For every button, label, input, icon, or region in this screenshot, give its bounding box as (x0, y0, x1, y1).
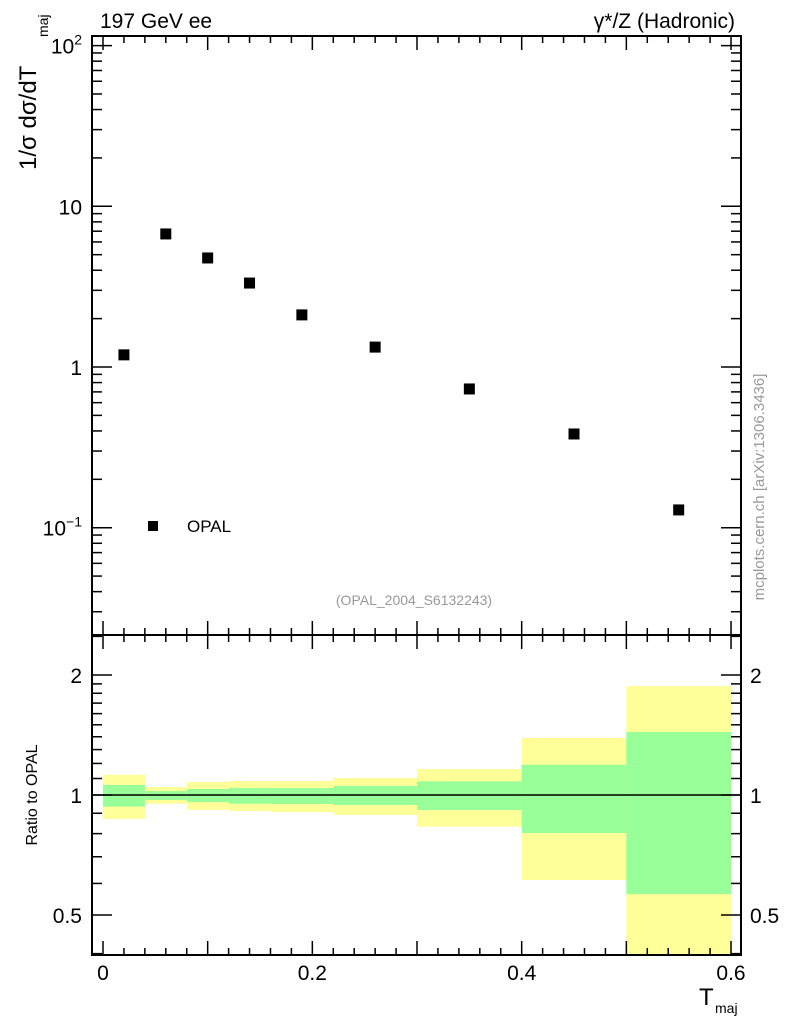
data-point (568, 428, 580, 440)
data-point (369, 341, 381, 353)
legend-marker (148, 521, 158, 531)
ratio-y-tick-label-left: 1 (70, 785, 82, 808)
axis-ticks (92, 36, 741, 955)
x-tick-label: 0 (97, 962, 109, 985)
legend-label: OPAL (187, 517, 231, 536)
x-tick-label: 0.2 (298, 962, 327, 985)
y-tick-label: 1 (70, 357, 82, 380)
inner-band-bin (521, 764, 627, 833)
inner-band-bin (270, 788, 334, 805)
inner-band-bin (103, 784, 145, 807)
x-axis-label: T (699, 984, 714, 1011)
data-point (463, 383, 475, 395)
ratio-y-tick-label-left: 0.5 (53, 905, 82, 928)
ratio-y-tick-label-right: 1 (750, 785, 762, 808)
side-label: mcplots.cern.ch [arXiv:1306.3436] (751, 374, 768, 601)
x-axis-label-sub: maj (715, 1000, 738, 1016)
x-tick-label: 0.6 (716, 962, 745, 985)
y-tick-label: 10 (59, 196, 82, 219)
ratio-y-tick-label-left: 2 (70, 665, 82, 688)
data-point (244, 277, 256, 289)
y-tick-labels: 102 10 1 10−1 2 2 1 1 0.5 0.5 (43, 32, 780, 928)
ratio-y-tick-label-right: 2 (750, 665, 762, 688)
main-panel-frame (91, 35, 742, 636)
data-point (202, 252, 214, 264)
data-point (673, 504, 685, 516)
data-point (160, 228, 172, 240)
y-axis-label-sub: maj (35, 14, 51, 37)
analysis-label: (OPAL_2004_S6132243) (336, 592, 492, 608)
ratio-y-label: Ratio to OPAL (24, 744, 41, 845)
inner-band-bin (228, 788, 271, 804)
inner-band-bin (626, 731, 732, 895)
y-axis-label: 1/σ dσ/dT (15, 65, 42, 170)
data-point (118, 349, 130, 361)
ratio-bands (103, 686, 732, 954)
data-points (118, 228, 685, 516)
y-tick-label: 10−1 (43, 514, 83, 541)
y-tick-label: 102 (51, 32, 82, 59)
title-right: γ*/Z (Hadronic) (594, 10, 735, 33)
x-tick-label: 0.4 (507, 962, 537, 985)
data-point (296, 309, 308, 321)
title-left: 197 GeV ee (100, 10, 212, 33)
ratio-y-tick-label-right: 0.5 (750, 905, 779, 928)
x-tick-labels: 0 0.2 0.4 0.6 (97, 962, 745, 985)
